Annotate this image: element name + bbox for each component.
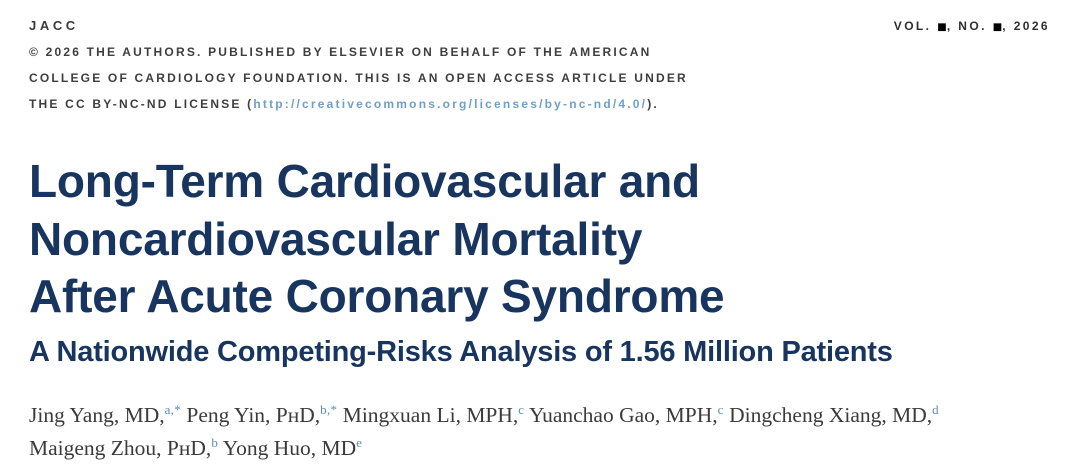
author-name: Maigeng Zhou, PʜD,: [29, 435, 212, 460]
copyright-line-3: THE CC BY-NC-ND LICENSE (http://creative…: [29, 91, 1050, 117]
license-text-suffix: ).: [647, 97, 659, 111]
license-url-link[interactable]: http://creativecommons.org/licenses/by-n…: [253, 97, 648, 111]
journal-name: JACC: [29, 18, 79, 33]
author-affiliation-sup: d: [932, 401, 939, 417]
author-line-1: Jing Yang, MD,a,* Peng Yin, PʜD,b,* Ming…: [29, 399, 1050, 432]
title-line-1: Long-Term Cardiovascular and: [29, 155, 700, 207]
volume-issue-line: VOL. ■, NO. ■, 2026: [894, 13, 1050, 39]
title-line-3: After Acute Coronary Syndrome: [29, 270, 725, 322]
author: Yong Huo, MDe: [218, 436, 362, 460]
author-name: Yuanchao Gao, MPH,: [524, 402, 718, 427]
author-list: Jing Yang, MD,a,* Peng Yin, PʜD,b,* Ming…: [29, 399, 1050, 465]
author: Yuanchao Gao, MPH,c: [524, 403, 723, 427]
author: Jing Yang, MD,a,*: [29, 403, 181, 427]
filled-square-icon: ■: [937, 19, 947, 36]
copyright-line-1: © 2026 THE AUTHORS. PUBLISHED BY ELSEVIE…: [29, 45, 652, 59]
author-affiliation-sup: c: [518, 401, 525, 417]
article-title: Long-Term Cardiovascular and Noncardiova…: [29, 153, 1050, 326]
author-name: Jing Yang, MD,: [29, 402, 165, 427]
author-name: Mingxuan Li, MPH,: [337, 402, 519, 427]
author-name: Yong Huo, MD: [218, 435, 357, 460]
author-affiliation-sup: b,*: [320, 401, 338, 417]
year-label: , 2026: [1002, 19, 1050, 33]
masthead: JACC VOL. ■, NO. ■, 2026 © 2026 THE AUTH…: [29, 13, 1050, 117]
author-name: Peng Yin, PʜD,: [181, 402, 321, 427]
masthead-top-row: JACC VOL. ■, NO. ■, 2026: [29, 13, 1050, 39]
volume-label: VOL.: [893, 19, 932, 33]
author-affiliation-sup: b: [211, 434, 219, 450]
author: Maigeng Zhou, PʜD,b: [29, 436, 218, 460]
title-line-2: Noncardiovascular Mortality: [29, 212, 643, 265]
author: Dingcheng Xiang, MD,d: [724, 403, 939, 427]
author-affiliation-sup: a,*: [164, 401, 182, 417]
issue-label: , NO.: [946, 19, 987, 33]
author-line-2: Maigeng Zhou, PʜD,b Yong Huo, MDe: [29, 432, 1050, 465]
author: Mingxuan Li, MPH,c: [337, 403, 524, 427]
filled-square-icon: ■: [992, 19, 1003, 36]
author-affiliation-sup: e: [356, 434, 363, 450]
license-text-prefix: THE CC BY-NC-ND LICENSE (: [29, 97, 254, 111]
author-affiliation-sup: c: [717, 401, 724, 417]
author-name: Dingcheng Xiang, MD,: [723, 402, 933, 427]
article-subtitle: A Nationwide Competing-Risks Analysis of…: [29, 335, 893, 368]
copyright-line-2: COLLEGE OF CARDIOLOGY FOUNDATION. THIS I…: [29, 71, 688, 85]
author: Peng Yin, PʜD,b,*: [181, 403, 337, 427]
